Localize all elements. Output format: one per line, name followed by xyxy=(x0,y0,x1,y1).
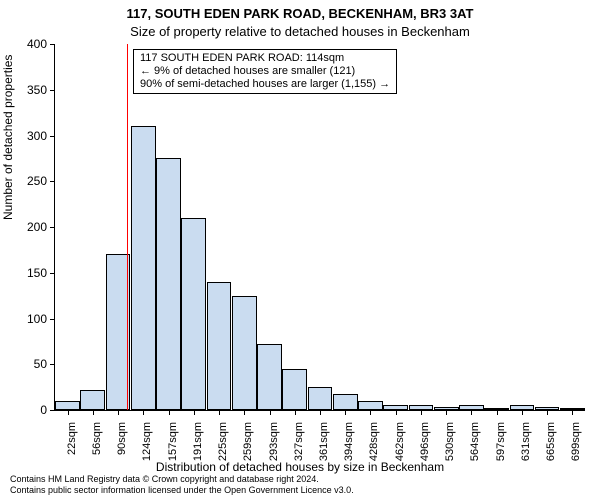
histogram-bar xyxy=(232,296,257,410)
histogram-bar xyxy=(181,218,206,410)
x-tick xyxy=(446,410,447,415)
x-axis-title: Distribution of detached houses by size … xyxy=(0,460,600,474)
x-tick xyxy=(270,410,271,415)
x-tick xyxy=(421,410,422,415)
x-tick xyxy=(471,410,472,415)
x-tick-label: 597sqm xyxy=(495,422,507,461)
x-tick-label: 394sqm xyxy=(343,422,355,461)
callout-line-1: 117 SOUTH EDEN PARK ROAD: 114sqm xyxy=(140,52,390,65)
chart-title-main: 117, SOUTH EDEN PARK ROAD, BECKENHAM, BR… xyxy=(0,6,600,21)
x-tick-label: 699sqm xyxy=(570,422,582,461)
histogram-bar xyxy=(308,387,333,410)
x-tick xyxy=(572,410,573,415)
y-tick xyxy=(50,90,55,91)
x-tick-label: 225sqm xyxy=(217,422,229,461)
x-tick-label: 22sqm xyxy=(66,422,78,455)
x-tick-label: 496sqm xyxy=(419,422,431,461)
x-tick-label: 361sqm xyxy=(318,422,330,461)
y-tick-label: 100 xyxy=(27,312,47,326)
x-tick xyxy=(169,410,170,415)
x-tick-label: 90sqm xyxy=(116,422,128,455)
footnote: Contains HM Land Registry data © Crown c… xyxy=(10,474,354,496)
y-tick xyxy=(50,364,55,365)
x-tick xyxy=(320,410,321,415)
y-tick-label: 250 xyxy=(27,174,47,188)
footnote-line-1: Contains HM Land Registry data © Crown c… xyxy=(10,474,354,485)
x-tick xyxy=(370,410,371,415)
x-tick xyxy=(497,410,498,415)
histogram-bar xyxy=(55,401,80,410)
x-tick xyxy=(522,410,523,415)
x-tick xyxy=(345,410,346,415)
x-tick xyxy=(396,410,397,415)
callout-line-3: 90% of semi-detached houses are larger (… xyxy=(140,78,390,91)
y-tick xyxy=(50,319,55,320)
y-tick-label: 50 xyxy=(34,357,47,371)
x-tick-label: 327sqm xyxy=(293,422,305,461)
histogram-bar xyxy=(207,282,232,410)
x-tick-label: 191sqm xyxy=(192,422,204,461)
x-tick-label: 631sqm xyxy=(520,422,532,461)
y-tick-label: 150 xyxy=(27,266,47,280)
y-tick xyxy=(50,44,55,45)
x-tick xyxy=(244,410,245,415)
histogram-bar xyxy=(282,369,307,410)
y-tick-label: 200 xyxy=(27,220,47,234)
x-tick xyxy=(143,410,144,415)
x-tick xyxy=(93,410,94,415)
histogram-bar xyxy=(257,344,282,410)
histogram-bar xyxy=(80,390,105,410)
y-tick-label: 0 xyxy=(40,403,47,417)
y-tick xyxy=(50,136,55,137)
histogram-bar xyxy=(358,401,383,410)
histogram-bar xyxy=(131,126,156,410)
plot-area: 05010015020025030035040022sqm56sqm90sqm1… xyxy=(54,44,585,411)
x-tick-label: 530sqm xyxy=(444,422,456,461)
x-tick xyxy=(547,410,548,415)
y-tick-label: 350 xyxy=(27,83,47,97)
x-tick-label: 428sqm xyxy=(368,422,380,461)
histogram-bar xyxy=(156,158,181,410)
y-tick-label: 400 xyxy=(27,37,47,51)
footnote-line-2: Contains public sector information licen… xyxy=(10,485,354,496)
histogram-bar xyxy=(333,394,358,410)
callout-line-2: ← 9% of detached houses are smaller (121… xyxy=(140,65,390,78)
x-tick-label: 293sqm xyxy=(268,422,280,461)
y-tick xyxy=(50,181,55,182)
x-tick xyxy=(219,410,220,415)
x-tick-label: 157sqm xyxy=(167,422,179,461)
marker-line xyxy=(127,44,128,410)
x-tick xyxy=(118,410,119,415)
x-tick xyxy=(194,410,195,415)
x-tick-label: 56sqm xyxy=(91,422,103,455)
y-axis-title: Number of detached properties xyxy=(1,55,15,220)
x-tick xyxy=(68,410,69,415)
x-tick-label: 665sqm xyxy=(545,422,557,461)
y-tick-label: 300 xyxy=(27,129,47,143)
x-tick-label: 259sqm xyxy=(242,422,254,461)
chart-title-sub: Size of property relative to detached ho… xyxy=(0,24,600,39)
y-tick xyxy=(50,410,55,411)
callout-box: 117 SOUTH EDEN PARK ROAD: 114sqm ← 9% of… xyxy=(133,49,397,94)
x-tick-label: 124sqm xyxy=(141,422,153,461)
x-tick-label: 462sqm xyxy=(394,422,406,461)
y-tick xyxy=(50,227,55,228)
x-tick xyxy=(295,410,296,415)
y-tick xyxy=(50,273,55,274)
x-tick-label: 564sqm xyxy=(469,422,481,461)
